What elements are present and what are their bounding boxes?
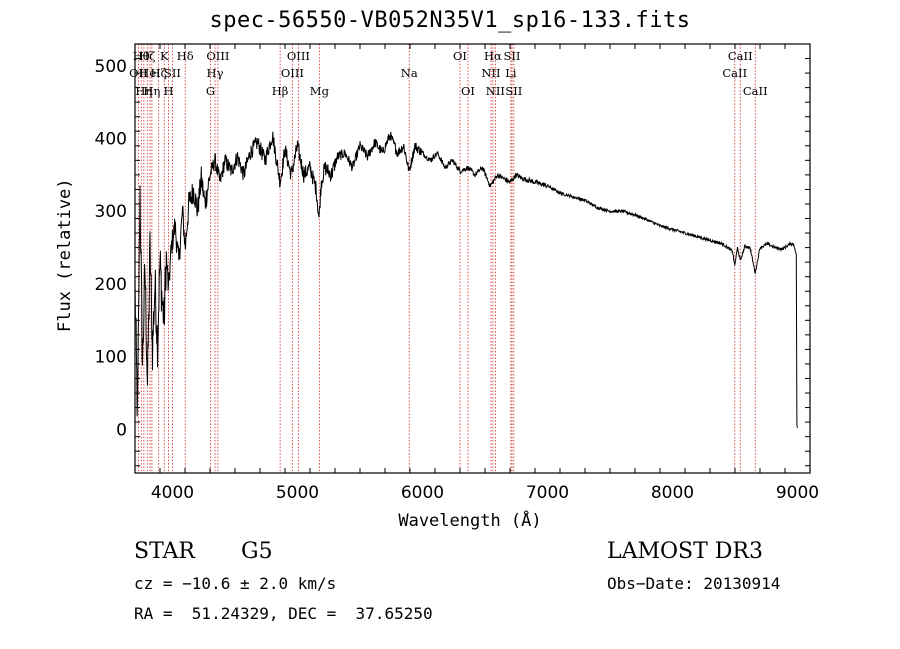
obs-date: Obs−Date: 20130914: [607, 574, 781, 593]
marker-label: SII: [505, 84, 522, 98]
object-class: STAR: [134, 539, 195, 564]
marker-label: H: [163, 84, 173, 98]
axes: 4000 5000 6000 7000 8000 9000 0 100 200 300 400 500: [95, 43, 819, 503]
marker-label: Hβ: [272, 84, 289, 98]
marker-labels: OIIHθHηHζHeIHηHζKHSIIHδGHγOIIIHβOIIIOIII…: [129, 49, 768, 98]
coordinates: RA = 51.24329, DEC = 37.65250: [134, 604, 433, 623]
y-tick-label: 0: [116, 420, 127, 440]
redshift-cz: cz = −10.6 ± 2.0 km/s: [134, 574, 337, 593]
y-tick-label: 400: [95, 130, 127, 150]
survey-name: LAMOST DR3: [607, 539, 763, 564]
marker-label: OI: [453, 49, 467, 63]
y-tick-label: 500: [95, 57, 127, 77]
x-tick-label: 5000: [276, 483, 319, 503]
marker-label: G: [206, 84, 215, 98]
marker-label: OIII: [206, 49, 229, 63]
marker-label: NII: [481, 66, 500, 80]
marker-label: K: [160, 49, 169, 63]
marker-label: Hζ: [150, 66, 166, 80]
marker-label: Hα: [484, 49, 502, 63]
x-tick-label: 8000: [651, 483, 694, 503]
chart-title: spec-56550-VB052N35V1_sp16-133.fits: [209, 8, 691, 33]
line-markers: [137, 44, 756, 473]
marker-label: SII: [164, 66, 181, 80]
marker-label: Hζ: [139, 49, 155, 63]
marker-label: Hη: [143, 84, 160, 98]
marker-label: OII: [129, 66, 148, 80]
marker-label: Mg: [310, 84, 330, 98]
marker-label: Li: [505, 66, 517, 80]
marker-label: NII: [486, 84, 505, 98]
spectrum-line: [134, 131, 798, 429]
y-tick-label: 300: [95, 202, 127, 222]
marker-label: SII: [504, 49, 521, 63]
y-tick-label: 100: [95, 348, 127, 368]
x-tick-label: 4000: [151, 483, 194, 503]
marker-label: OIII: [287, 49, 310, 63]
marker-label: Hη: [135, 84, 152, 98]
x-axis-label: Wavelength (Å): [398, 511, 542, 531]
y-axis-label: Flux (relative): [55, 178, 75, 332]
marker-label: OIII: [281, 66, 304, 80]
object-subclass: G5: [241, 539, 273, 564]
marker-label: Hδ: [177, 49, 194, 63]
x-tick-label: 7000: [526, 483, 569, 503]
marker-label: Na: [401, 66, 418, 80]
marker-label: OI: [461, 84, 475, 98]
marker-label: Hγ: [207, 66, 224, 80]
x-tick-label: 9000: [776, 483, 819, 503]
plot-frame: [134, 43, 811, 474]
y-tick-label: 200: [95, 275, 127, 295]
marker-label: CaII: [722, 66, 747, 80]
marker-label: CaII: [743, 84, 768, 98]
marker-label: HeI: [139, 66, 160, 80]
marker-label: CaII: [728, 49, 753, 63]
marker-label: Hθ: [133, 49, 150, 63]
x-tick-label: 6000: [401, 483, 444, 503]
